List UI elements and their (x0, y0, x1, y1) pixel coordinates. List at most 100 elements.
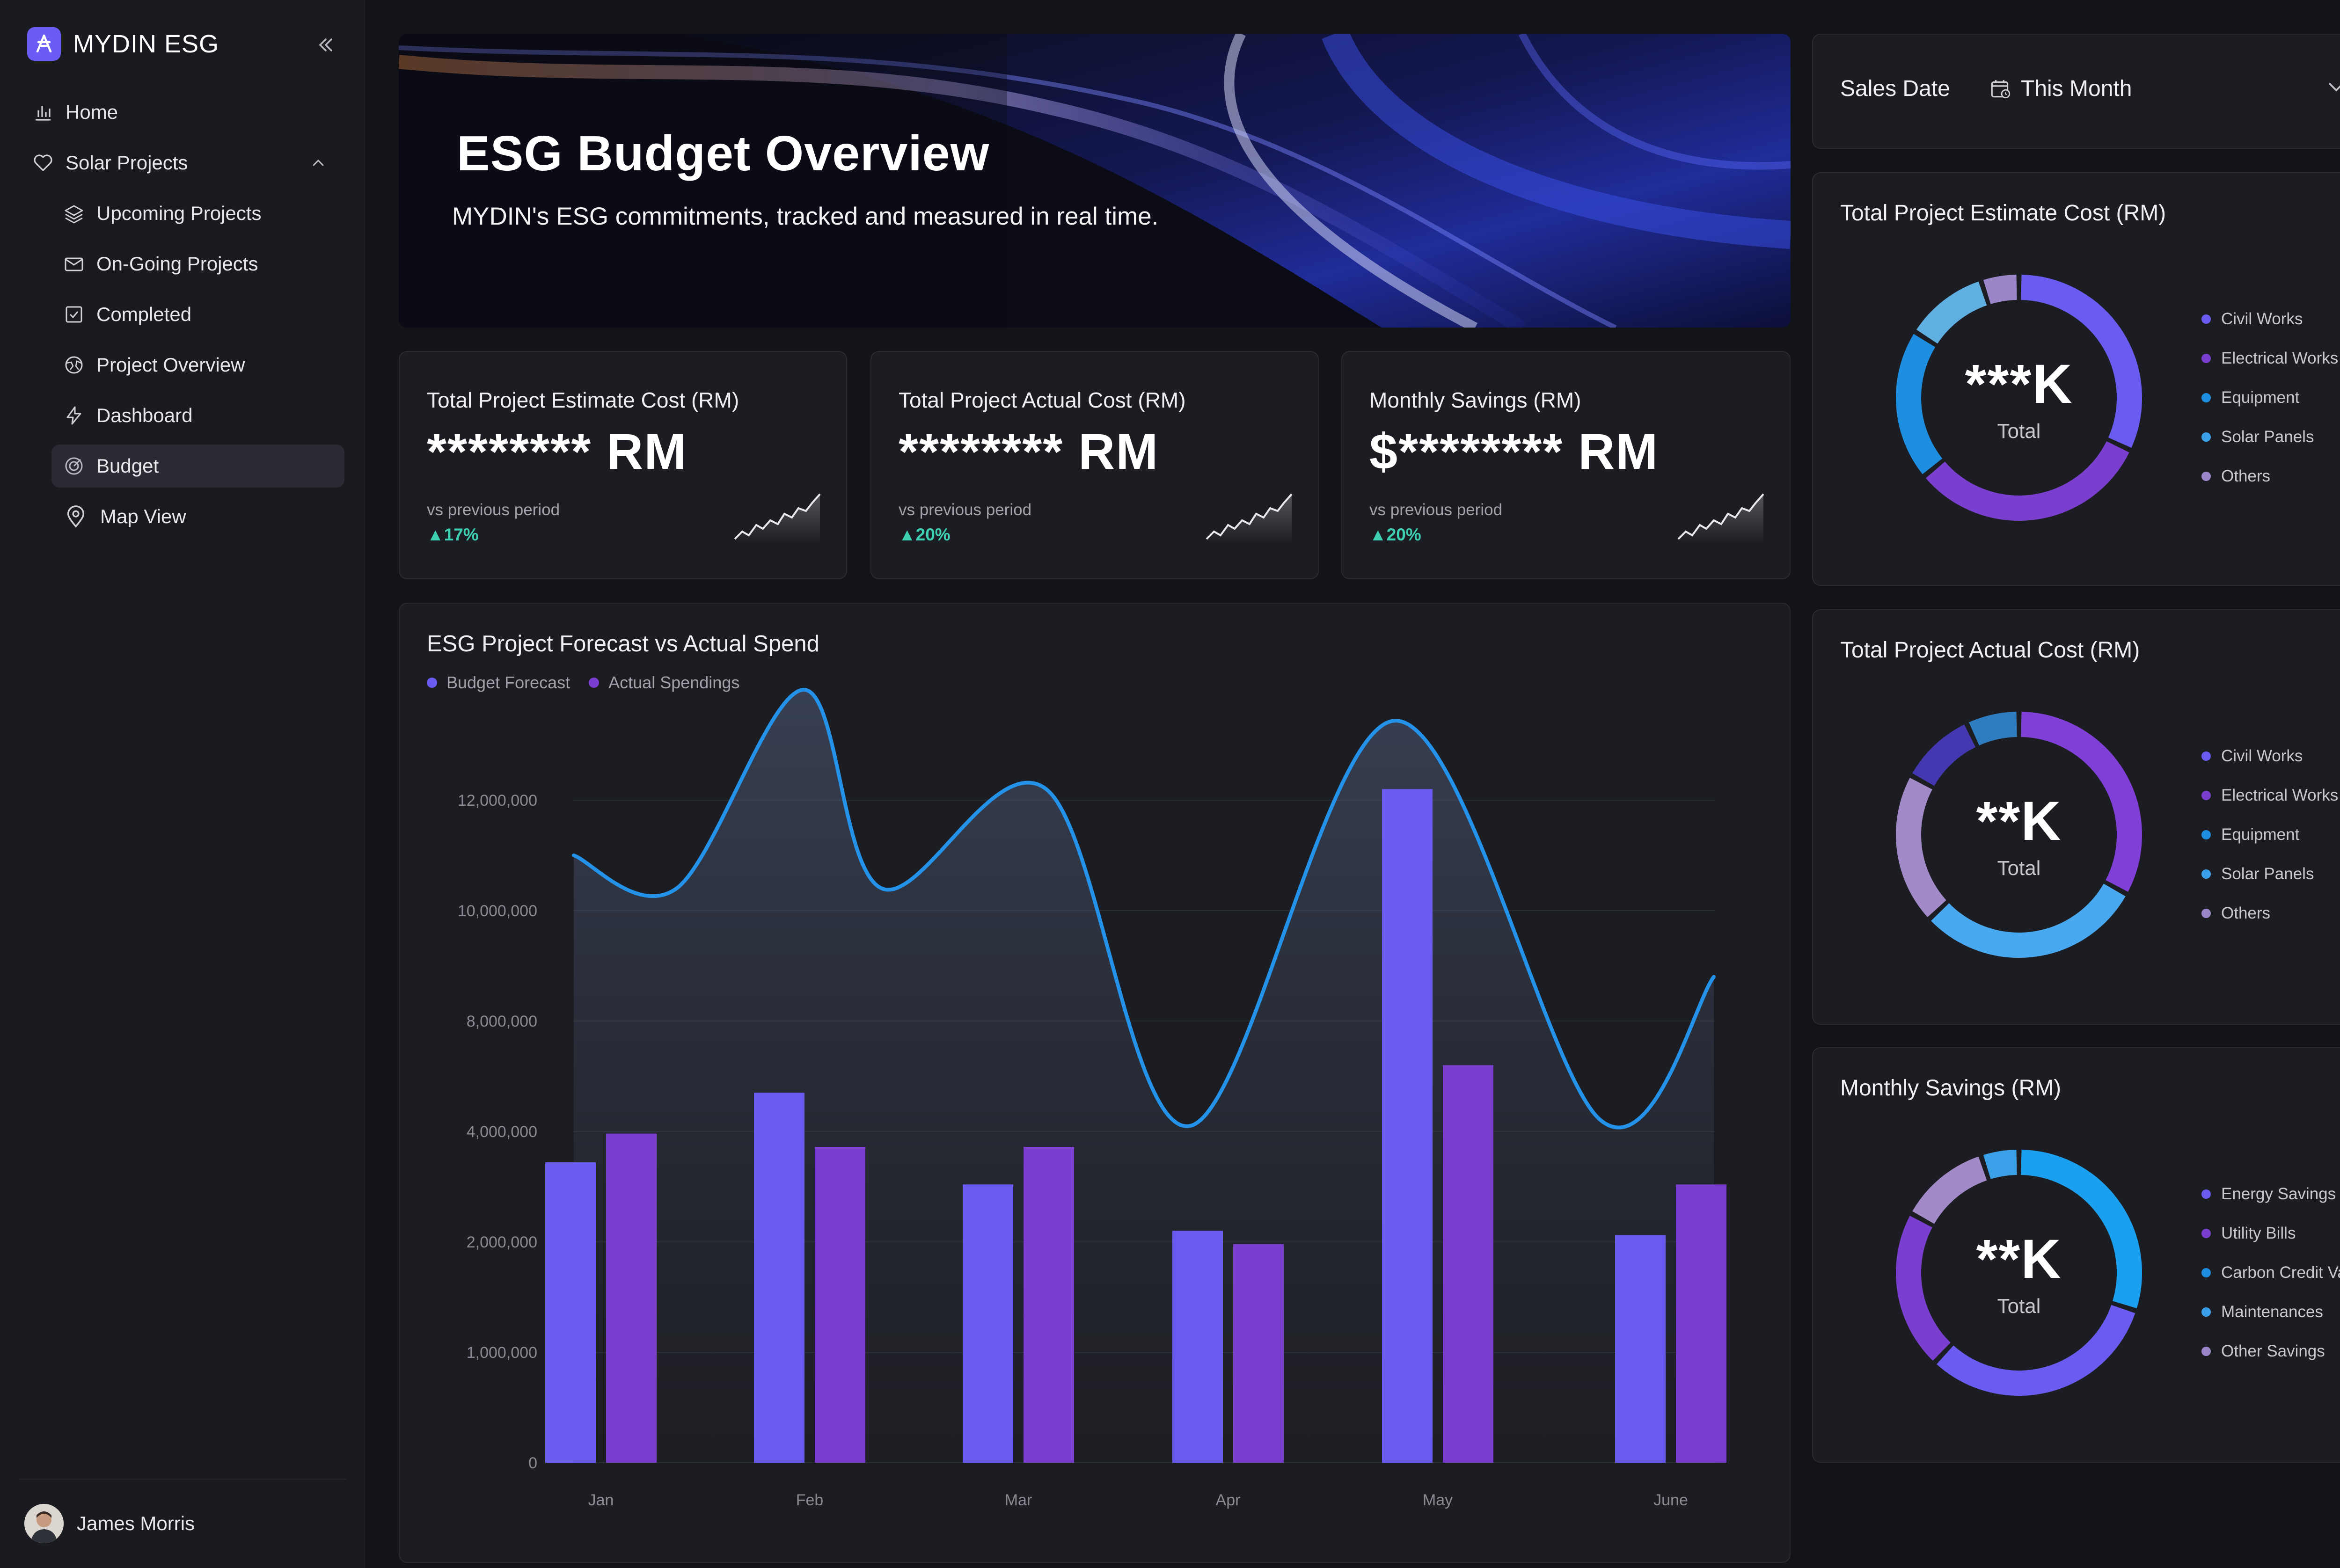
donut-slice[interactable] (1896, 778, 1946, 917)
donut-legend: Civil Works Electrical Works Equipment S… (2201, 737, 2338, 933)
bar-actual-spendings[interactable] (1233, 1244, 1284, 1463)
hero-banner: ESG Budget Overview MYDIN's ESG commitme… (399, 34, 1791, 328)
sidebar-item-completed[interactable]: Completed (63, 293, 191, 336)
donut-slice[interactable] (1912, 1156, 1987, 1224)
bar-budget-forecast[interactable] (1615, 1235, 1666, 1463)
legend-item-actual[interactable]: Actual Spendings (589, 673, 739, 693)
sidebar-item-label: Budget (96, 455, 159, 477)
trend-up-icon: ▲ (899, 525, 916, 544)
donut-legend-item[interactable]: Solar Panels (2201, 417, 2338, 457)
donut-legend-item[interactable]: Utility Bills (2201, 1214, 2340, 1253)
bar-budget-forecast[interactable] (1172, 1231, 1223, 1463)
legend-item-forecast[interactable]: Budget Forecast (427, 673, 570, 693)
donut-legend-item[interactable]: Others (2201, 894, 2338, 933)
chart-title: ESG Project Forecast vs Actual Spend (427, 631, 819, 656)
chevron-down-icon[interactable] (2323, 74, 2340, 100)
collapse-sidebar-icon[interactable] (314, 34, 337, 56)
donut-legend-item[interactable]: Carbon Credit Value (2201, 1253, 2340, 1292)
brand-name: MYDIN ESG (73, 30, 219, 58)
user-name: James Morris (77, 1512, 195, 1534)
donut-legend-item[interactable]: Equipment (2201, 378, 2338, 417)
donut-legend-item[interactable]: Civil Works (2201, 299, 2338, 339)
user-profile[interactable]: James Morris (24, 1504, 195, 1543)
sidebar-item-project-overview[interactable]: Project Overview (63, 343, 245, 387)
legend-dot (2201, 314, 2211, 324)
bar-budget-forecast[interactable] (754, 1093, 804, 1463)
bar-budget-forecast[interactable] (545, 1162, 596, 1463)
donut-legend-item[interactable]: Energy Savings (2201, 1174, 2340, 1214)
legend-dot (2201, 472, 2211, 481)
x-tick-label: June (1653, 1491, 1688, 1509)
kpi-title: Monthly Savings (RM) (1369, 388, 1581, 412)
donut-slice[interactable] (2021, 712, 2142, 892)
donut-title: Monthly Savings (RM) (1840, 1076, 2062, 1101)
legend-dot (2201, 1307, 2211, 1317)
donut-center: **K Total (1888, 704, 2150, 966)
donut-legend-item[interactable]: Maintenances (2201, 1292, 2340, 1332)
donut-slice[interactable] (1983, 275, 2018, 305)
legend-dot (2201, 791, 2211, 800)
donut-slice[interactable] (2021, 275, 2142, 448)
sidebar-item-dashboard[interactable]: Dashboard (63, 394, 192, 437)
sidebar-item-upcoming-projects[interactable]: Upcoming Projects (63, 192, 261, 235)
y-tick-label: 4,000,000 (467, 1123, 537, 1141)
sidebar-item-budget[interactable]: Budget (51, 445, 344, 488)
sidebar-item-label: Dashboard (96, 404, 193, 426)
date-range-value: This Month (2021, 76, 2132, 101)
legend-dot (2201, 830, 2211, 839)
donut-slice[interactable] (1896, 1216, 1951, 1361)
donut-slice[interactable] (2021, 1150, 2142, 1308)
bar-budget-forecast[interactable] (963, 1184, 1013, 1463)
donut-legend-item[interactable]: Electrical Works (2201, 776, 2338, 815)
donut-chart (1896, 1150, 2142, 1396)
estimate-cost-donut-card: Total Project Estimate Cost (RM) ***K To… (1812, 172, 2340, 586)
donut-legend-item[interactable]: Equipment (2201, 815, 2338, 854)
donut-slice[interactable] (1896, 334, 1943, 474)
donut-slice[interactable] (1916, 281, 1987, 344)
filter-label: Sales Date (1840, 76, 1950, 101)
donut-legend-item[interactable]: Solar Panels (2201, 854, 2338, 894)
trend-up-icon: ▲ (1369, 525, 1387, 544)
donut-slice[interactable] (1931, 883, 2126, 958)
bar-actual-spendings[interactable] (815, 1147, 865, 1463)
sparkline (734, 493, 821, 544)
bar-actual-spendings[interactable] (1676, 1184, 1726, 1463)
sidebar-item-map-view[interactable]: Map View (63, 495, 186, 538)
donut-total-value: **K (1976, 1228, 2062, 1290)
donut-slice[interactable] (1925, 441, 2129, 521)
donut-slice[interactable] (1912, 724, 1976, 787)
donut-legend-item[interactable]: Others (2201, 457, 2338, 496)
donut-legend-item[interactable]: Electrical Works (2201, 339, 2338, 378)
x-tick-label: May (1423, 1491, 1453, 1509)
hero-background-image (399, 34, 1791, 328)
sidebar: MYDIN ESG Home Solar Projects Upcoming P… (0, 0, 365, 1568)
kpi-delta: ▲20% (899, 525, 951, 544)
map-pin-icon (67, 505, 85, 528)
brand-logo-icon (27, 27, 61, 61)
donut-slice[interactable] (1969, 712, 2018, 746)
chevron-up-icon[interactable] (309, 153, 328, 172)
bar-actual-spendings[interactable] (1024, 1147, 1074, 1463)
sidebar-item-ongoing-projects[interactable]: On-Going Projects (63, 242, 258, 285)
checkbox-icon (66, 306, 82, 323)
chart-legend: Budget Forecast Actual Spendings (427, 673, 758, 693)
bar-budget-forecast[interactable] (1382, 789, 1433, 1463)
bar-actual-spendings[interactable] (1443, 1065, 1493, 1463)
donut-slice[interactable] (1983, 1150, 2018, 1180)
donut-slice[interactable] (1937, 1305, 2135, 1396)
sidebar-item-solar-projects[interactable]: Solar Projects (32, 141, 337, 184)
date-range-select[interactable]: This Month (1989, 76, 2132, 102)
trend-line (572, 687, 1716, 1130)
donut-legend-item[interactable]: Civil Works (2201, 737, 2338, 776)
donut-legend-item[interactable]: Other Savings (2201, 1332, 2340, 1371)
sidebar-divider (19, 1479, 346, 1480)
sidebar-item-label: On-Going Projects (96, 253, 258, 275)
forecast-area (574, 690, 1714, 1463)
sidebar-item-label: Home (66, 101, 118, 123)
kpi-delta: ▲20% (1369, 525, 1421, 544)
sidebar-item-home[interactable]: Home (32, 91, 118, 134)
brand[interactable]: MYDIN ESG (27, 27, 219, 61)
kpi-card-savings: Monthly Savings (RM) $******** RM vs pre… (1341, 351, 1791, 579)
bar-actual-spendings[interactable] (606, 1133, 657, 1463)
legend-dot (2201, 869, 2211, 879)
